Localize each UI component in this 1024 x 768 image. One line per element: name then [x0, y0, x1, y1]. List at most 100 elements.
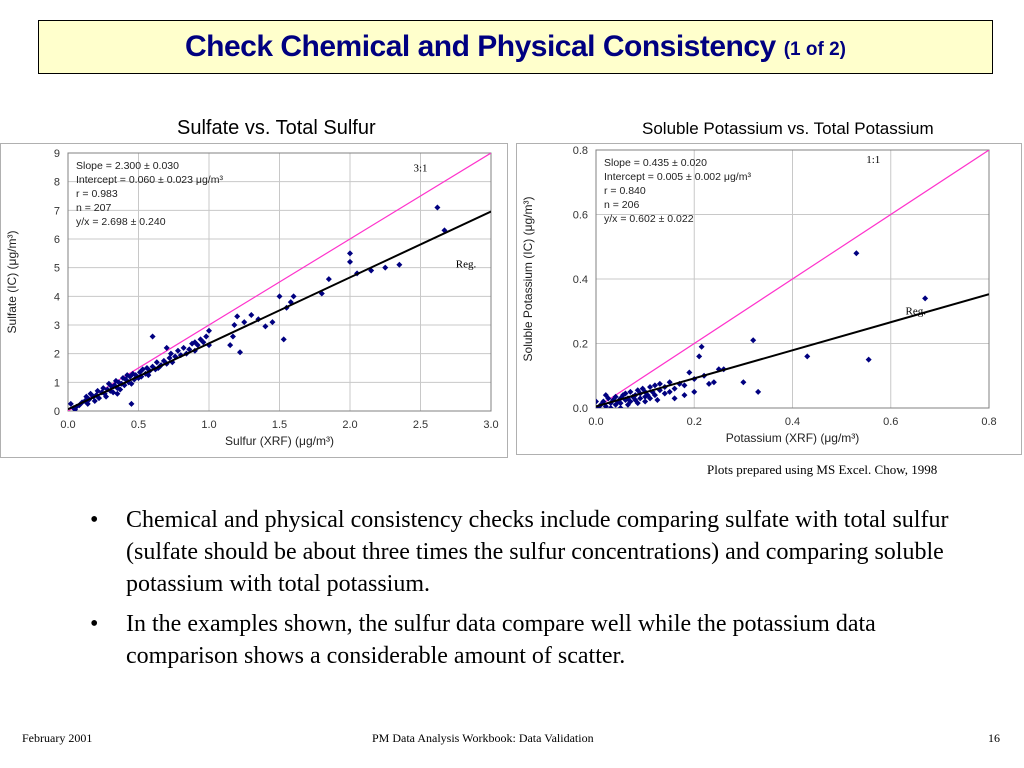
data-point: [135, 375, 142, 382]
data-point: [347, 250, 353, 257]
data-point: [68, 400, 74, 407]
stats-line: r = 0.840: [604, 185, 646, 197]
y-tick-label: 0.0: [573, 403, 588, 415]
footer-title: PM Data Analysis Workbook: Data Validati…: [372, 731, 594, 745]
data-point: [153, 359, 160, 366]
source-note: Plots prepared using MS Excel. Chow, 199…: [707, 462, 938, 477]
stats-line: y/x = 0.602 ± 0.022: [604, 213, 694, 225]
data-point: [124, 372, 131, 379]
x-tick-label: 0.8: [981, 416, 996, 428]
stats-line: Intercept = 0.060 ± 0.023 μg/m³: [76, 174, 223, 186]
x-tick-label: 1.0: [201, 419, 216, 431]
data-point: [651, 382, 658, 389]
x-tick-label: 3.0: [483, 419, 498, 431]
y-tick-label: 1: [54, 377, 60, 389]
stats-line: r = 0.983: [76, 188, 118, 200]
x-tick-label: 0.2: [687, 416, 702, 428]
x-tick-label: 0.4: [785, 416, 800, 428]
y-tick-label: 0.8: [573, 145, 588, 157]
data-point: [231, 322, 238, 328]
x-tick-label: 0.0: [60, 419, 75, 431]
data-point: [666, 379, 673, 386]
plot-content: [68, 153, 491, 411]
data-point: [691, 388, 698, 395]
data-point: [206, 342, 212, 349]
x-tick-label: 1.5: [272, 419, 287, 431]
chart-frame: [0, 143, 508, 458]
data-point: [656, 380, 663, 387]
data-point: [280, 336, 287, 343]
data-point: [647, 384, 654, 391]
data-point: [114, 390, 121, 397]
regression-line: [596, 293, 989, 408]
line-annotation: Reg.: [456, 259, 477, 271]
bullet-symbol: •: [90, 611, 99, 637]
y-tick-label: 6: [54, 234, 60, 246]
data-point: [96, 395, 103, 402]
data-point: [612, 401, 619, 408]
data-point: [241, 319, 248, 326]
data-point: [639, 385, 646, 392]
data-point: [755, 388, 762, 395]
footer-date: February 2001: [22, 731, 93, 745]
data-point: [117, 386, 124, 393]
data-point: [602, 392, 609, 399]
data-point: [607, 405, 614, 408]
data-point: [237, 349, 244, 356]
sulfate-vs-sulfur-chart: 0 1 2 3 4 5 6 7 8 9 0.0 0.5 1.0 1.5 2.0 2.5 3.0 Slope = 2…: [0, 143, 508, 458]
data-point: [617, 400, 624, 407]
stats-line: Slope = 2.300 ± 0.030: [76, 160, 179, 172]
y-tick-label: 2: [54, 349, 60, 361]
stats-line: n = 207: [76, 202, 111, 214]
data-point: [804, 353, 811, 360]
x-tick-label: 0.6: [883, 416, 898, 428]
line-annotation: Reg.: [905, 305, 926, 317]
data-point: [325, 276, 332, 283]
stats-line: y/x = 2.698 ± 0.240: [76, 216, 166, 228]
y-tick-label: 8: [54, 177, 60, 189]
data-point: [627, 388, 634, 395]
data-point: [705, 380, 712, 387]
data-point: [853, 250, 860, 257]
data-point: [681, 392, 688, 399]
data-point: [666, 388, 673, 395]
data-point: [710, 379, 717, 386]
footer-page-number: 16: [988, 731, 1000, 745]
data-point: [382, 264, 389, 271]
data-point: [634, 400, 641, 407]
data-point: [206, 327, 212, 334]
data-point: [637, 395, 644, 402]
x-tick-label: 0.5: [131, 419, 146, 431]
bullet-list: • Chemical and physical consistency chec…: [90, 504, 950, 680]
data-point: [128, 400, 135, 407]
data-point: [262, 323, 269, 330]
y-axis-label: Soluble Potassium (IC) (μg/m³): [521, 197, 535, 362]
reference-line: [596, 150, 989, 408]
plot-content: [596, 150, 989, 408]
data-point: [396, 261, 403, 268]
data-point: [163, 344, 170, 351]
data-point: [167, 350, 174, 357]
plot-area: [595, 149, 990, 409]
data-point: [681, 382, 688, 389]
data-point: [671, 385, 678, 392]
chart-1-title: Sulfate vs. Total Sulfur: [177, 117, 376, 139]
data-point: [191, 339, 198, 346]
data-point: [234, 313, 241, 320]
reference-line: [68, 153, 491, 411]
data-point: [269, 319, 276, 326]
y-tick-label: 0: [54, 406, 60, 418]
data-point: [203, 333, 210, 340]
y-tick-label: 3: [54, 320, 60, 332]
data-point: [647, 395, 654, 402]
data-point: [103, 393, 110, 400]
data-point: [180, 344, 187, 351]
data-point: [84, 400, 91, 407]
bullet-item: • Chemical and physical consistency chec…: [90, 504, 950, 600]
data-point: [600, 398, 607, 405]
bullet-text: Chemical and physical consistency checks…: [126, 507, 949, 597]
data-point: [194, 342, 201, 349]
x-tick-label: 0.0: [588, 416, 603, 428]
line-annotation: 1:1: [866, 154, 880, 166]
data-point: [91, 397, 98, 404]
